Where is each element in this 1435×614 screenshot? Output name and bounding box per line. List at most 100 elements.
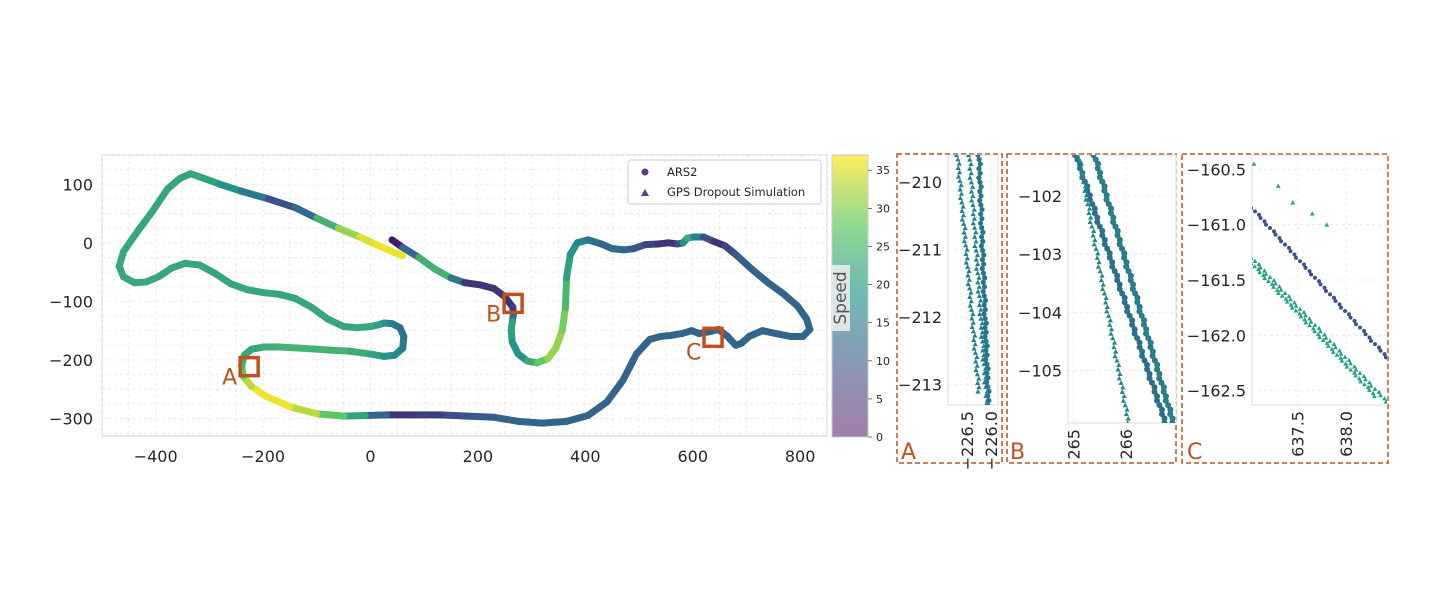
gps-dropout-point [1312, 322, 1318, 327]
gps-dropout-point [973, 247, 979, 253]
track-segment [561, 274, 571, 311]
gps-dropout-point [974, 252, 981, 258]
gps-dropout-point [1080, 179, 1087, 184]
gps-dropout-point [1117, 237, 1123, 242]
gps-dropout-point [958, 182, 964, 188]
ars2-point [1101, 236, 1108, 243]
track-segment [619, 350, 640, 384]
gps-dropout-point [965, 281, 971, 287]
gps-dropout-point [1324, 222, 1330, 227]
gps-dropout-point [968, 179, 974, 185]
ars2-point [1317, 279, 1321, 284]
gps-dropout-point [1353, 373, 1359, 378]
ars2-point [1131, 326, 1138, 333]
inset-c: −162.5 −162.0 −161.5 −161.0 −160.5 637.5 638.0… [1181, 153, 1389, 465]
gps-dropout-point [1083, 192, 1090, 198]
gps-dropout-point [1095, 161, 1101, 167]
gps-dropout-point [1125, 415, 1131, 421]
gps-dropout-point [1169, 415, 1176, 421]
ars2-point [979, 266, 985, 272]
gps-dropout-point [1361, 381, 1367, 387]
gps-dropout-point [1099, 179, 1105, 184]
gps-dropout-point [1150, 353, 1156, 359]
gps-dropout-point [1262, 268, 1267, 273]
ars2-point [1096, 223, 1103, 230]
colorbar-tick-label: 35 [876, 164, 890, 177]
inset-b-tick-labels: −105 −104 −103 −102 265 266 [1018, 187, 1136, 460]
gps-dropout-point [975, 288, 981, 294]
gps-dropout-point [1101, 290, 1107, 296]
inset-y-tick-label: −210 [898, 173, 942, 192]
gps-dropout-point [976, 275, 982, 280]
gps-dropout-point [1123, 411, 1130, 417]
gps-dropout-point [1116, 362, 1122, 368]
gps-dropout-point [984, 402, 988, 405]
gps-dropout-point [1154, 362, 1160, 368]
colorbar-label: Speed [831, 271, 851, 324]
ars2-point [1258, 216, 1263, 221]
gps-dropout-point [977, 311, 983, 317]
gps-dropout-point [1118, 380, 1124, 385]
track-segment [275, 343, 305, 352]
ars2-point [979, 247, 986, 254]
gps-dropout-point [1383, 399, 1387, 404]
gps-dropout-point [967, 156, 973, 162]
gps-dropout-point [971, 337, 977, 342]
gps-dropout-point [1371, 393, 1377, 399]
ars2-point [1333, 299, 1338, 304]
gps-dropout-point [978, 316, 984, 321]
ars2-point [1094, 219, 1101, 225]
colorbar-tick-label: 0 [876, 431, 883, 444]
gps-dropout-point [1143, 326, 1149, 332]
gps-dropout-point [1086, 206, 1093, 211]
gps-dropout-point [1278, 287, 1284, 292]
legend-entry-gps-dropout: GPS Dropout Simulation [667, 185, 805, 199]
gps-dropout-point [1094, 255, 1100, 260]
gps-dropout-point [1333, 344, 1338, 350]
gps-dropout-point [1316, 325, 1322, 331]
gps-dropout-point [1276, 290, 1281, 295]
gps-dropout-point [1252, 263, 1258, 269]
gps-dropout-point [1114, 357, 1120, 363]
gps-dropout-point [1112, 353, 1118, 359]
track-segment [264, 195, 299, 212]
track-segment [603, 376, 627, 406]
main-grid [101, 154, 828, 436]
gps-dropout-point [964, 255, 970, 261]
zoom-boxes: A B C [222, 292, 724, 391]
track-segment [340, 412, 369, 420]
inset-y-tick-label: −213 [898, 376, 942, 395]
gps-dropout-point [970, 184, 976, 189]
gps-dropout-point [1104, 192, 1110, 198]
gps-dropout-point [1147, 344, 1154, 350]
main-x-tick-labels: −400 −200 0 200 400 600 800 [134, 447, 816, 466]
y-tick-label: 0 [83, 234, 93, 253]
gps-dropout-point [959, 208, 965, 213]
gps-dropout-point [1090, 232, 1096, 238]
gps-dropout-point [975, 380, 981, 385]
track-segment [291, 204, 321, 222]
gps-dropout-point [1145, 335, 1151, 341]
gps-dropout-point [975, 279, 981, 285]
gps-dropout-point [976, 375, 982, 381]
gps-dropout-point [983, 384, 989, 389]
legend-frame [627, 159, 822, 205]
ars2-point [1094, 214, 1101, 221]
track-segment [313, 214, 342, 232]
gps-dropout-point [966, 268, 972, 274]
gps-dropout-point [1134, 299, 1140, 305]
ars2-point [982, 297, 989, 304]
gps-dropout-point [1312, 328, 1317, 334]
inset-y-tick-label: −105 [1018, 362, 1062, 381]
inset-y-tick-label: −103 [1018, 245, 1062, 264]
gps-dropout-point [1271, 284, 1276, 289]
legend-entry-ars2: ARS2 [667, 165, 697, 179]
gps-dropout-point [956, 169, 963, 175]
gps-dropout-point [960, 212, 967, 218]
gps-dropout-point [1346, 357, 1352, 363]
gps-dropout-point [1156, 371, 1162, 376]
inset-y-tick-label: −160.5 [1187, 160, 1246, 179]
gps-dropout-point [1113, 348, 1119, 354]
gps-dropout-point [1099, 286, 1106, 292]
ars2-point [1257, 212, 1261, 217]
